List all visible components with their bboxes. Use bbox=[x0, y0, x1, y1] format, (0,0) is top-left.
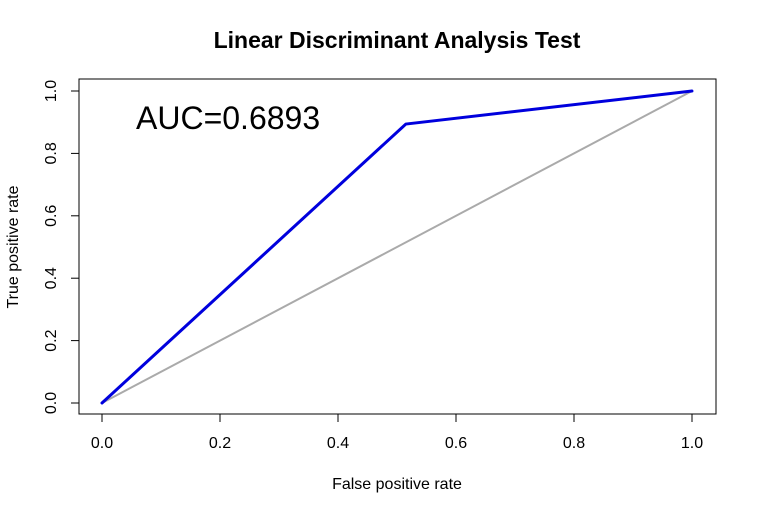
y-tick-label: 0.6 bbox=[43, 205, 60, 227]
x-tick-label: 0.0 bbox=[91, 435, 113, 452]
y-tick-label: 0.2 bbox=[43, 329, 60, 351]
reference-diagonal-line bbox=[101, 90, 693, 404]
chart-title: Linear Discriminant Analysis Test bbox=[214, 27, 581, 53]
x-axis: 0.0 0.2 0.4 0.6 0.8 1.0 bbox=[91, 414, 703, 452]
x-tick-label: 1.0 bbox=[681, 435, 703, 452]
auc-annotation: AUC=0.6893 bbox=[136, 100, 320, 136]
x-tick-label: 0.2 bbox=[209, 435, 231, 452]
y-axis-label: True positive rate bbox=[5, 185, 22, 308]
y-tick-label: 1.0 bbox=[43, 80, 60, 102]
y-axis: 0.0 0.2 0.4 0.6 0.8 1.0 bbox=[43, 80, 79, 414]
plot-frame bbox=[78, 78, 717, 415]
y-tick-label: 0.8 bbox=[43, 142, 60, 164]
series-layer bbox=[100, 89, 694, 405]
y-tick-label: 0.0 bbox=[43, 392, 60, 414]
x-tick-label: 0.6 bbox=[445, 435, 467, 452]
y-tick-label: 0.4 bbox=[43, 267, 60, 289]
roc-curve-line bbox=[100, 89, 694, 405]
x-tick-label: 0.4 bbox=[327, 435, 349, 452]
x-tick-label: 0.8 bbox=[563, 435, 585, 452]
x-axis-label: False positive rate bbox=[332, 476, 462, 493]
